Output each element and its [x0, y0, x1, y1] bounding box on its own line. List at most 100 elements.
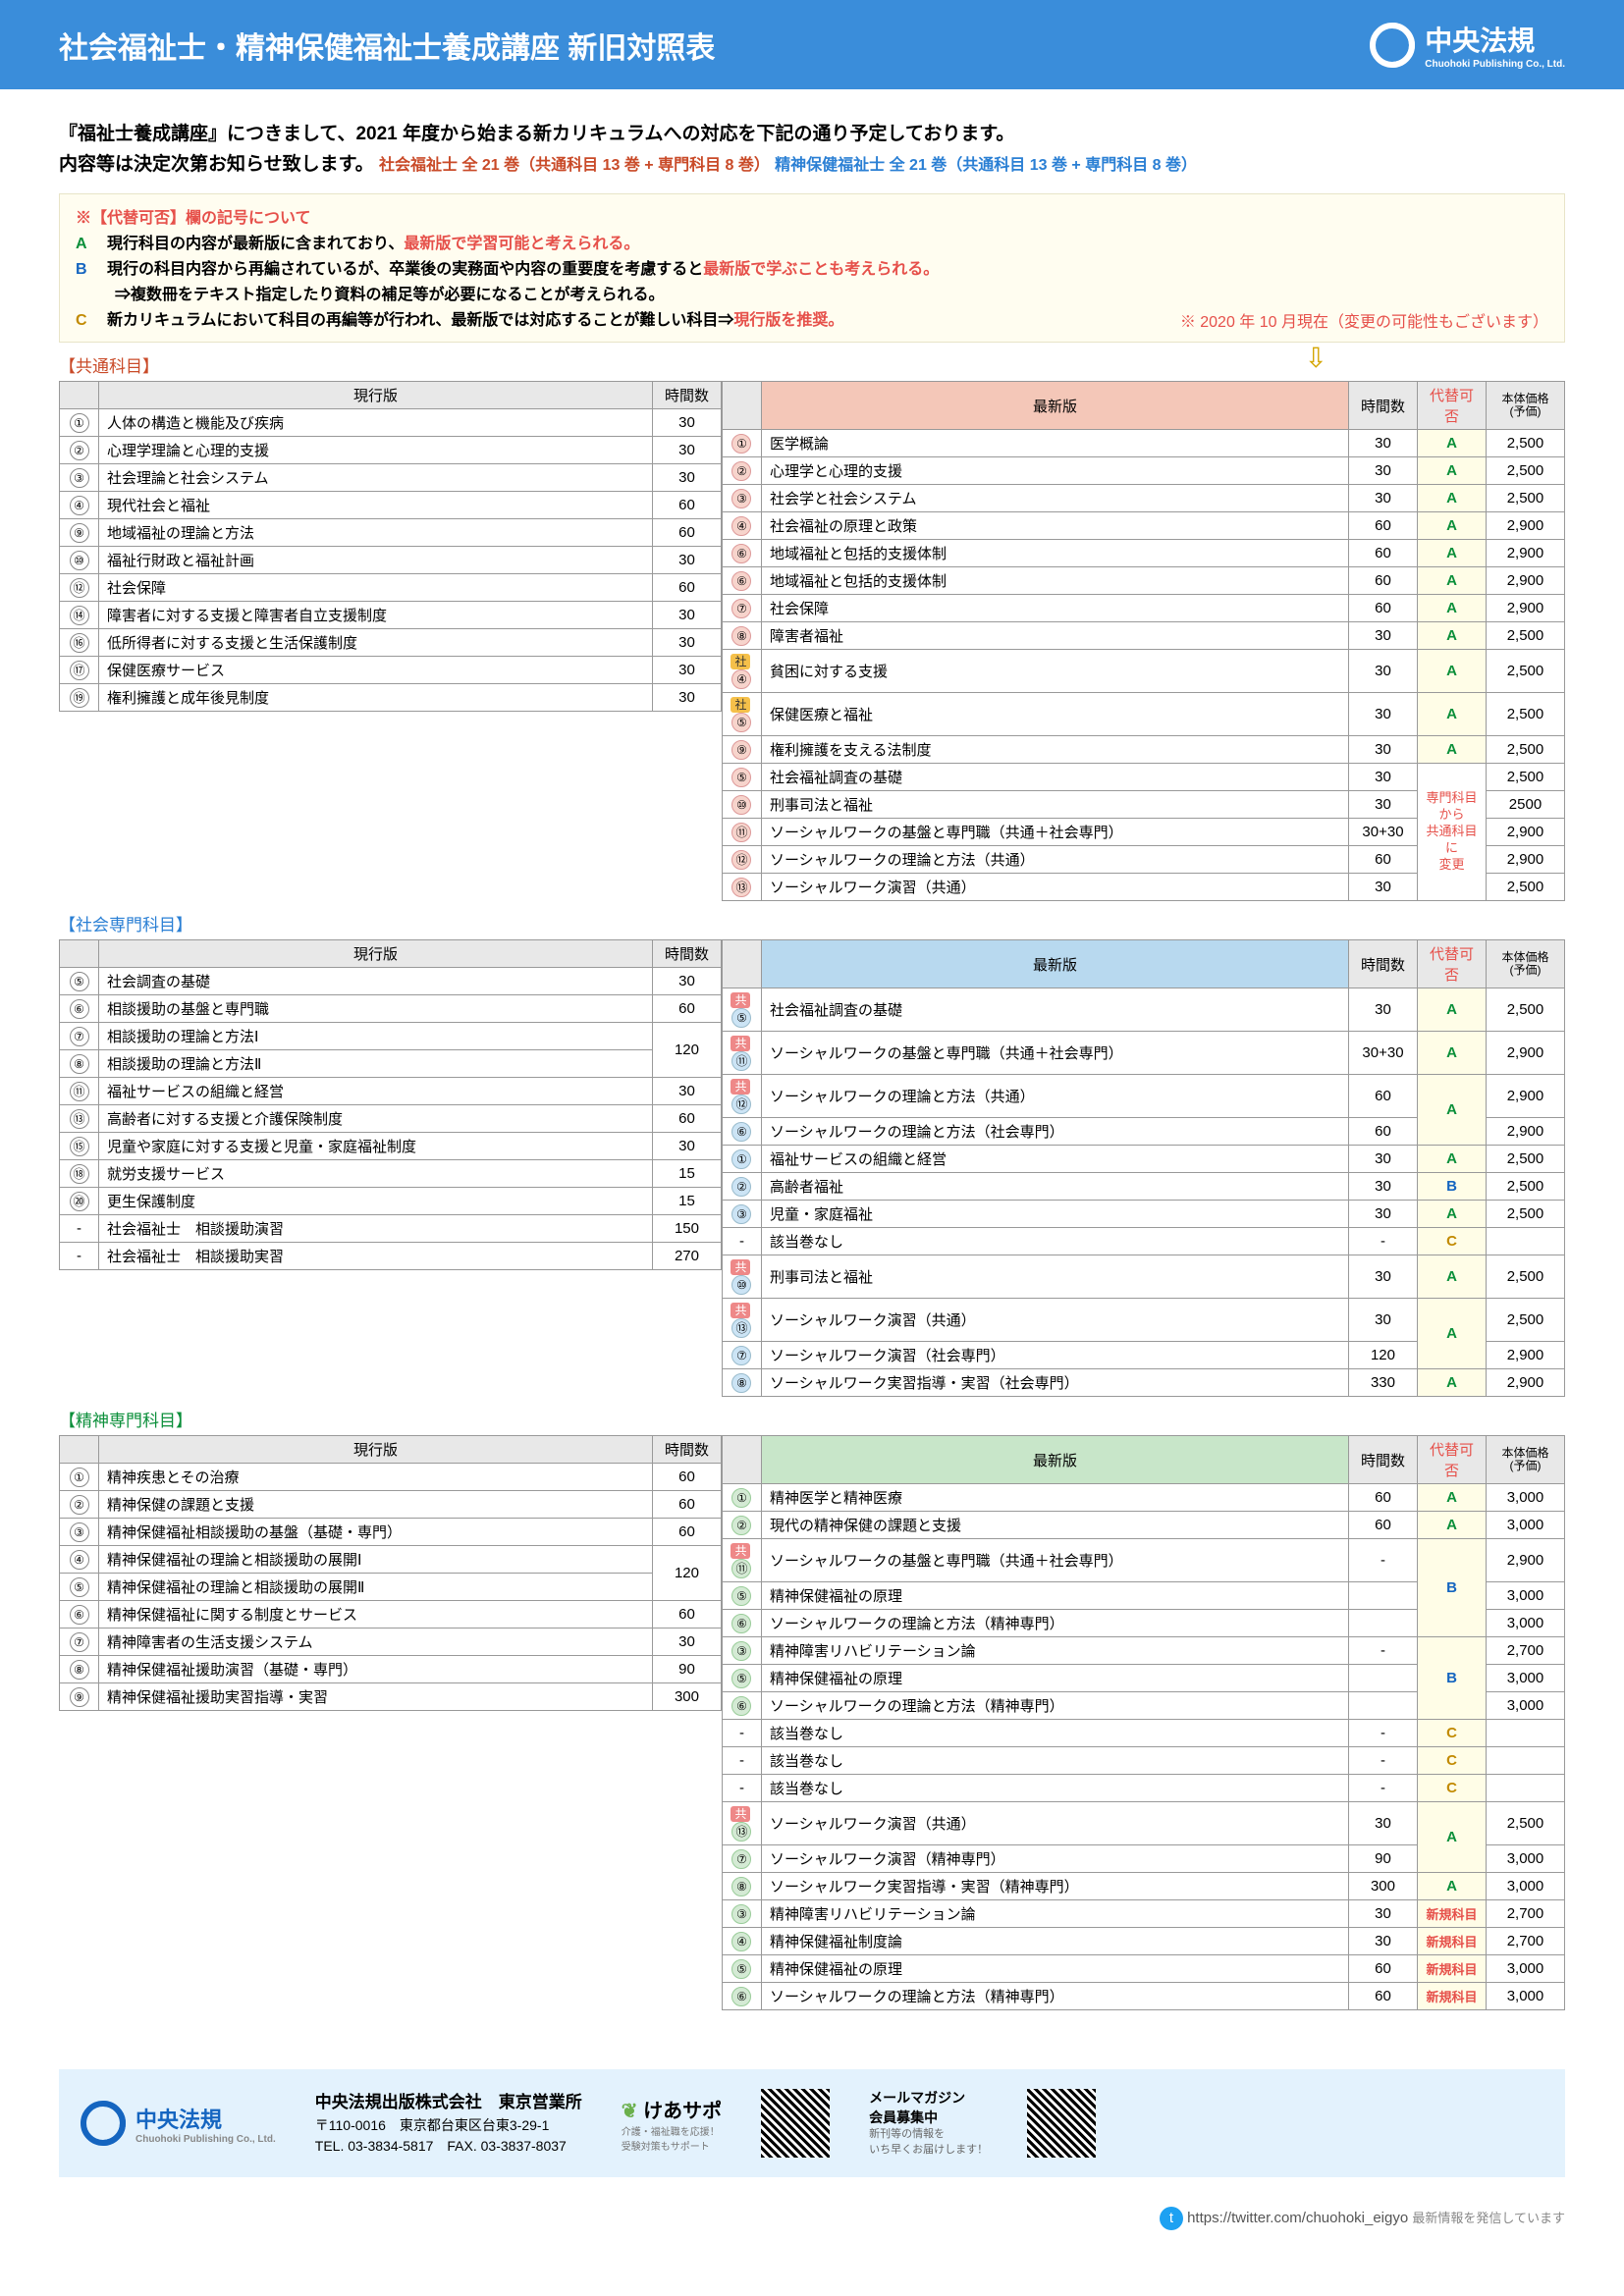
num-cell: - [722, 1747, 761, 1775]
table-row: ⑤精神保健福祉の原理60新規科目3,000 [722, 1955, 1564, 1983]
num-cell: ④ [722, 512, 761, 540]
merge-note: 専門科目 から 共通科目 に 変更 [1417, 764, 1486, 901]
logo-text: 中央法規 [1425, 26, 1535, 56]
intro-line1: 『福祉士養成講座』につきまして、2021 年度から始まる新カリキュラムへの対応を… [59, 119, 1565, 145]
sub-cell: A [1417, 540, 1486, 567]
mental-left-table: 現行版時間数 ①精神疾患とその治療60②精神保健の課題と支援60③精神保健福祉相… [59, 1435, 722, 1711]
num-cell: ⑤ [722, 1955, 761, 1983]
table-row: ⑥精神保健福祉に関する制度とサービス60 [60, 1601, 722, 1629]
sub-cell: A [1417, 1201, 1486, 1228]
table-row: ⑧ソーシャルワーク実習指導・実習（精神専門）300A3,000 [722, 1873, 1564, 1900]
sub-cell: A [1417, 1032, 1486, 1075]
table-row: ⑥ソーシャルワークの理論と方法（精神専門）60新規科目3,000 [722, 1983, 1564, 2010]
sub-cell: A [1417, 1146, 1486, 1173]
table-row: 共⑬ソーシャルワーク演習（共通）30A2,500 [722, 1802, 1564, 1845]
legend-b-row: B 現行の科目内容から再編されているが、卒業後の実務面や内容の重要度を考慮すると… [76, 255, 1548, 279]
num-cell: 共⑪ [722, 1032, 761, 1075]
hours-cell: 30 [1348, 693, 1417, 736]
price-cell: 2,500 [1486, 457, 1564, 485]
num-cell: ⑧ [722, 622, 761, 650]
sub-cell: B [1417, 1173, 1486, 1201]
title-cell: 人体の構造と機能及び疾病 [99, 409, 653, 437]
hours-cell: 60 [1348, 567, 1417, 595]
title-cell: ソーシャルワークの基盤と専門職（共通＋社会専門） [761, 819, 1348, 846]
num-cell: ⑧ [60, 1050, 99, 1078]
sub-cell: A [1417, 1873, 1486, 1900]
num-cell: ⑥ [60, 995, 99, 1023]
num-cell: ② [722, 1512, 761, 1539]
kyo-badge: 共 [731, 1543, 750, 1559]
num-cell: 共⑬ [722, 1299, 761, 1342]
num-cell: ⑥ [722, 567, 761, 595]
num-cell: ⑤ [722, 1582, 761, 1610]
title-cell: 社会保障 [761, 595, 1348, 622]
table-row: ⑭障害者に対する支援と障害者自立支援制度30 [60, 602, 722, 629]
mailmag: メールマガジン 会員募集中 新刊等の情報を いち早くお届けします！ [869, 2089, 988, 2158]
table-row: ⑯低所得者に対する支援と生活保護制度30 [60, 629, 722, 657]
num-cell: ⑪ [60, 1078, 99, 1105]
num-cell: ⑥ [722, 1692, 761, 1720]
title-cell: 障害者に対する支援と障害者自立支援制度 [99, 602, 653, 629]
table-row: ②高齢者福祉30B2,500 [722, 1173, 1564, 1201]
kyo-badge: 共 [731, 1079, 750, 1095]
hours-cell: 30 [652, 437, 721, 464]
title-cell: 医学概論 [761, 430, 1348, 457]
section-mental: 【精神専門科目】 [59, 1407, 1565, 1431]
title-cell: 社会学と社会システム [761, 485, 1348, 512]
price-cell: 2,900 [1486, 819, 1564, 846]
sub-cell: A [1417, 595, 1486, 622]
table-row: ⑥地域福祉と包括的支援体制60A2,900 [722, 540, 1564, 567]
title-cell: 心理学理論と心理的支援 [99, 437, 653, 464]
sub-cell: A [1417, 485, 1486, 512]
hours-cell: 30 [1348, 874, 1417, 901]
num-cell: ⑦ [60, 1023, 99, 1050]
num-cell: ⑥ [722, 1610, 761, 1637]
hours-cell: 30 [1348, 622, 1417, 650]
social-tables: 現行版時間数 ⑤社会調査の基礎30⑥相談援助の基盤と専門職60⑦相談援助の理論と… [59, 939, 1565, 1397]
table-row: -社会福祉士 相談援助実習270 [60, 1243, 722, 1270]
num-cell: ⑧ [722, 1873, 761, 1900]
hours-cell: 30+30 [1348, 819, 1417, 846]
num-cell: ③ [722, 1201, 761, 1228]
sub-cell: A [1417, 430, 1486, 457]
num-cell: ② [722, 1173, 761, 1201]
section-common: 【共通科目】 [59, 352, 1565, 377]
price-cell: 2500 [1486, 791, 1564, 819]
mental-tables: 現行版時間数 ①精神疾患とその治療60②精神保健の課題と支援60③精神保健福祉相… [59, 1435, 1565, 2010]
twitter-icon[interactable]: t [1160, 2207, 1183, 2230]
title-cell: 地域福祉と包括的支援体制 [761, 540, 1348, 567]
num-cell: ⑥ [722, 1118, 761, 1146]
sub-cell: A [1417, 457, 1486, 485]
num-cell: 共⑬ [722, 1802, 761, 1845]
sub-cell: 新規科目 [1417, 1983, 1486, 2010]
num-cell: ⑤ [722, 1665, 761, 1692]
num-cell: ⑩ [60, 547, 99, 574]
content: 『福祉士養成講座』につきまして、2021 年度から始まる新カリキュラムへの対応を… [0, 89, 1624, 2040]
title-cell: ソーシャルワークの理論と方法（共通） [761, 846, 1348, 874]
title-cell: 福祉行財政と福祉計画 [99, 547, 653, 574]
num-cell: ① [722, 430, 761, 457]
footer: 中央法規 Chuohoki Publishing Co., Ltd. 中央法規出… [59, 2069, 1565, 2177]
num-cell: 共⑩ [722, 1255, 761, 1299]
hours-cell: 60 [652, 574, 721, 602]
price-cell: 2,500 [1486, 874, 1564, 901]
sub-cell: A [1417, 567, 1486, 595]
num-cell: ① [60, 1464, 99, 1491]
num-cell: ③ [722, 485, 761, 512]
sub-cell: A [1417, 1512, 1486, 1539]
num-cell: ② [60, 437, 99, 464]
kyo-badge: 共 [731, 1806, 750, 1822]
num-cell: ⑮ [60, 1133, 99, 1160]
num-cell: ③ [60, 464, 99, 492]
sub-cell: A [1417, 988, 1486, 1032]
qr-code-1 [761, 2089, 830, 2158]
legend-box: ※【代替可否】欄の記号について A 現行科目の内容が最新版に含まれており、最新版… [59, 193, 1565, 343]
title-cell: 権利擁護と成年後見制度 [99, 684, 653, 712]
mental-right-table: 最新版時間数代替可否本体価格 (予価) ①精神医学と精神医療60A3,000②現… [722, 1435, 1565, 2010]
kyo-badge: 共 [731, 992, 750, 1008]
header-logo: 中央法規 Chuohoki Publishing Co., Ltd. [1368, 20, 1565, 70]
hours-cell: 60 [1348, 595, 1417, 622]
hours-cell: 30 [1348, 485, 1417, 512]
table-row: ③社会理論と社会システム30 [60, 464, 722, 492]
table-row: ⑩福祉行財政と福祉計画30 [60, 547, 722, 574]
